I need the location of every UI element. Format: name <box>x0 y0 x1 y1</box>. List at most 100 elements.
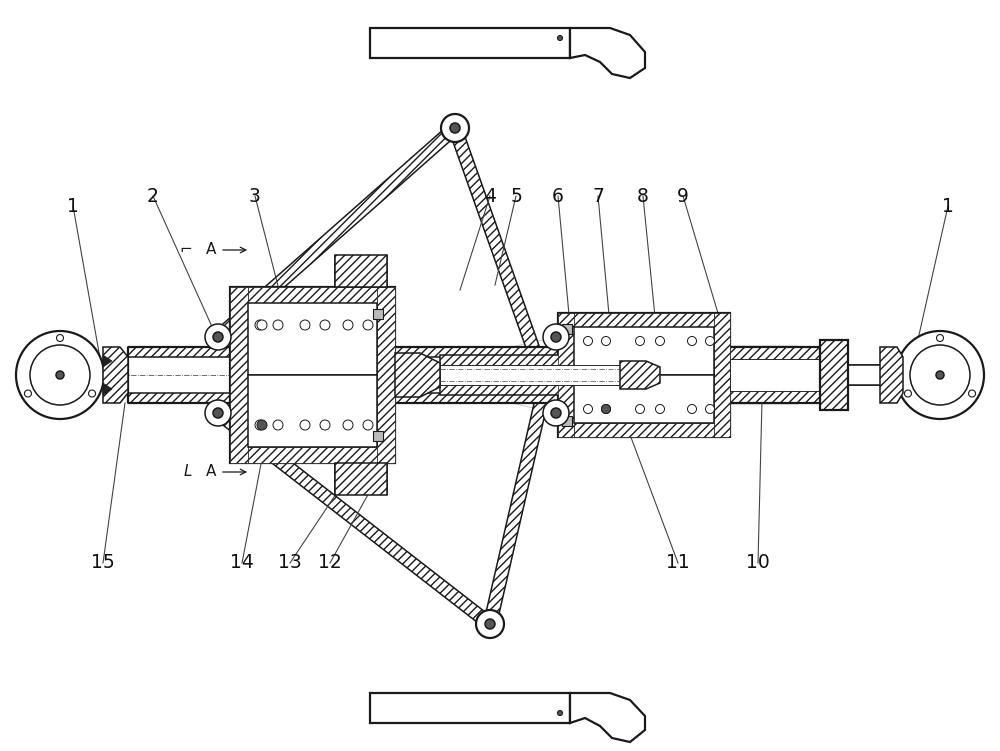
Text: 8: 8 <box>637 186 649 206</box>
Circle shape <box>363 420 373 430</box>
Circle shape <box>904 390 911 397</box>
Text: 13: 13 <box>278 553 302 572</box>
Circle shape <box>636 405 644 414</box>
Circle shape <box>656 336 664 345</box>
Polygon shape <box>214 123 459 342</box>
Polygon shape <box>570 28 645 78</box>
Bar <box>820 340 848 410</box>
Bar <box>248 375 377 447</box>
Circle shape <box>300 420 310 430</box>
Circle shape <box>257 320 267 330</box>
Bar <box>730 359 820 391</box>
Polygon shape <box>880 347 903 403</box>
Bar <box>440 365 620 385</box>
Text: 10: 10 <box>746 553 770 572</box>
Circle shape <box>320 320 330 330</box>
Circle shape <box>30 345 90 405</box>
Circle shape <box>343 420 353 430</box>
Circle shape <box>16 331 104 419</box>
Circle shape <box>688 336 696 345</box>
Circle shape <box>320 420 330 430</box>
Circle shape <box>543 324 569 350</box>
Text: 2: 2 <box>147 186 159 206</box>
Circle shape <box>706 405 714 414</box>
Circle shape <box>213 332 223 342</box>
Circle shape <box>602 405 610 414</box>
Circle shape <box>602 405 610 414</box>
Circle shape <box>936 371 944 379</box>
Circle shape <box>584 336 592 345</box>
Polygon shape <box>395 353 440 397</box>
Circle shape <box>969 390 976 397</box>
Bar <box>230 287 395 463</box>
Circle shape <box>558 35 562 41</box>
Polygon shape <box>103 383 112 395</box>
Bar <box>373 309 383 319</box>
Bar <box>574 313 714 327</box>
Circle shape <box>255 320 265 330</box>
Text: ⌐: ⌐ <box>179 243 192 258</box>
Circle shape <box>706 336 714 345</box>
Circle shape <box>584 405 592 414</box>
Circle shape <box>56 371 64 379</box>
Bar <box>714 313 730 437</box>
Bar <box>730 347 820 403</box>
Bar <box>574 423 714 437</box>
Circle shape <box>551 332 561 342</box>
Bar <box>335 463 387 495</box>
Circle shape <box>896 331 984 419</box>
Circle shape <box>688 405 696 414</box>
Bar <box>562 324 572 334</box>
Bar <box>377 287 395 463</box>
Circle shape <box>89 390 96 397</box>
Polygon shape <box>103 347 128 403</box>
Circle shape <box>273 420 283 430</box>
Bar <box>230 287 248 463</box>
Bar <box>248 447 377 463</box>
Bar <box>440 355 620 395</box>
Text: 4: 4 <box>484 186 496 206</box>
Polygon shape <box>570 693 645 742</box>
Bar <box>335 255 387 287</box>
Circle shape <box>450 123 460 133</box>
Text: L: L <box>184 465 192 479</box>
Polygon shape <box>103 355 112 367</box>
Circle shape <box>936 334 944 342</box>
Polygon shape <box>620 361 660 389</box>
Polygon shape <box>484 336 562 626</box>
Circle shape <box>476 610 504 638</box>
Bar <box>558 313 574 437</box>
Bar <box>248 303 377 375</box>
Circle shape <box>213 408 223 418</box>
Circle shape <box>205 324 231 350</box>
Circle shape <box>343 320 353 330</box>
Bar <box>370 693 570 723</box>
Circle shape <box>910 345 970 405</box>
Bar <box>128 393 798 403</box>
Circle shape <box>602 336 610 345</box>
Text: A: A <box>206 243 216 258</box>
Circle shape <box>441 114 469 142</box>
Text: 9: 9 <box>677 186 689 206</box>
Polygon shape <box>214 408 494 629</box>
Circle shape <box>300 320 310 330</box>
Circle shape <box>205 400 231 426</box>
Text: 7: 7 <box>592 186 604 206</box>
Circle shape <box>485 619 495 629</box>
Circle shape <box>257 420 267 430</box>
Text: 14: 14 <box>230 553 254 572</box>
Text: 15: 15 <box>91 553 115 572</box>
Bar <box>820 340 848 410</box>
Text: 1: 1 <box>67 197 79 216</box>
Circle shape <box>543 400 569 426</box>
Bar <box>373 431 383 441</box>
Text: A: A <box>206 465 216 479</box>
Polygon shape <box>449 126 562 415</box>
Circle shape <box>636 336 644 345</box>
Bar <box>574 327 714 375</box>
Text: 6: 6 <box>552 186 564 206</box>
Circle shape <box>255 420 265 430</box>
Circle shape <box>551 408 561 418</box>
Text: 11: 11 <box>666 553 690 572</box>
Bar <box>574 375 714 423</box>
